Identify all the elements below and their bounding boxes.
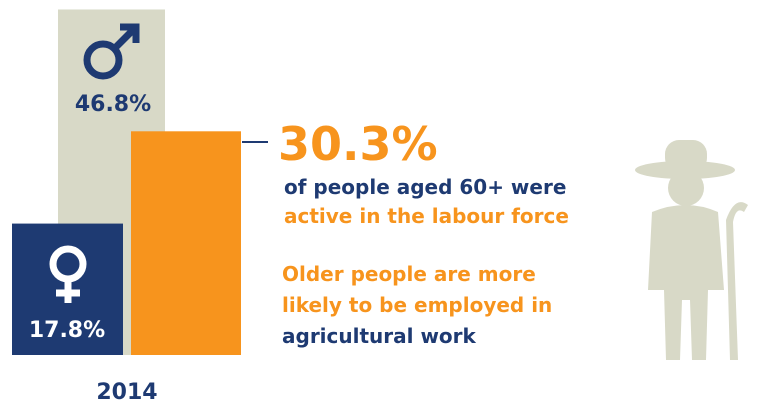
value-label: 17.8% — [29, 318, 105, 343]
value-label: 46.8% — [75, 92, 151, 117]
annotation: Older people are more — [282, 262, 536, 286]
x-label: 2014 — [96, 380, 157, 405]
male-arrow — [112, 23, 140, 51]
bar — [131, 131, 241, 355]
bars — [12, 9, 241, 356]
annotation: agricultural work — [282, 324, 477, 348]
male-symbol — [83, 23, 140, 80]
annotation: likely to be employed in — [282, 293, 552, 317]
annotation: active in the labour force — [284, 204, 569, 228]
female-cross — [56, 279, 80, 303]
value-label: 30.3% — [278, 117, 438, 171]
annotation: of people aged 60+ were — [284, 175, 566, 199]
female-symbol — [49, 245, 87, 303]
male-circle — [83, 40, 123, 80]
farmer-figure — [635, 140, 748, 360]
